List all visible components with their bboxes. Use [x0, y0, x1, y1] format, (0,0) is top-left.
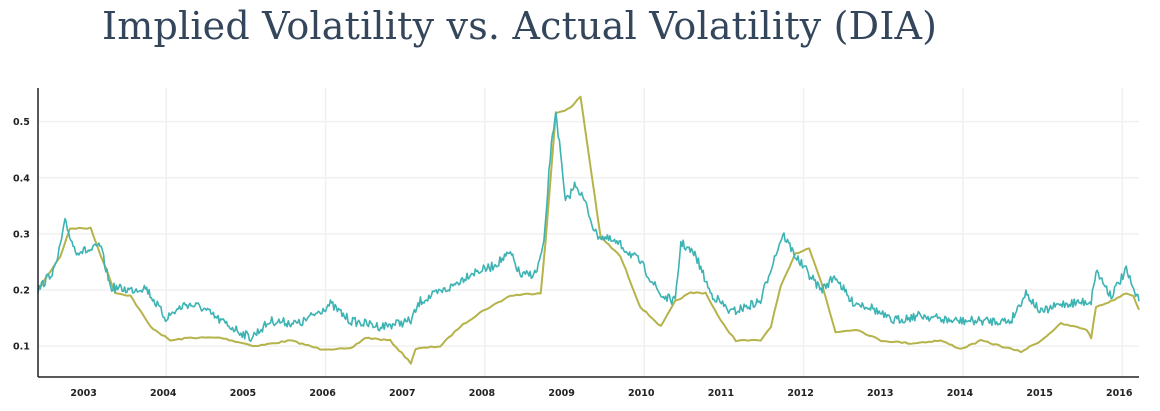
chart-title: Implied Volatility vs. Actual Volatility…	[102, 4, 938, 48]
x-tick-label: 2009	[548, 388, 574, 399]
x-tick-label: 2003	[70, 388, 96, 399]
y-tick-label: 0.1	[13, 342, 30, 353]
x-tick-label: 2012	[787, 388, 813, 399]
x-tick-label: 2014	[947, 388, 974, 399]
x-tick-label: 2013	[867, 388, 893, 399]
y-tick-label: 0.4	[13, 173, 30, 184]
x-tick-label: 2005	[230, 388, 256, 399]
actual-volatility-line	[37, 95, 1140, 365]
x-tick-label: 2007	[389, 388, 415, 399]
y-tick-label: 0.3	[13, 229, 30, 240]
x-tick-label: 2010	[628, 388, 655, 399]
x-tick-label: 2006	[309, 388, 336, 399]
x-tick-label: 2004	[150, 388, 177, 399]
y-tick-label: 0.2	[13, 286, 30, 297]
x-tick-label: 2015	[1026, 388, 1052, 399]
x-tick-label: 2011	[708, 388, 734, 399]
x-tick-label: 2008	[469, 388, 496, 399]
y-tick-label: 0.5	[13, 117, 30, 128]
implied-volatility-line	[37, 111, 1140, 343]
x-tick-label: 2016	[1106, 388, 1133, 399]
